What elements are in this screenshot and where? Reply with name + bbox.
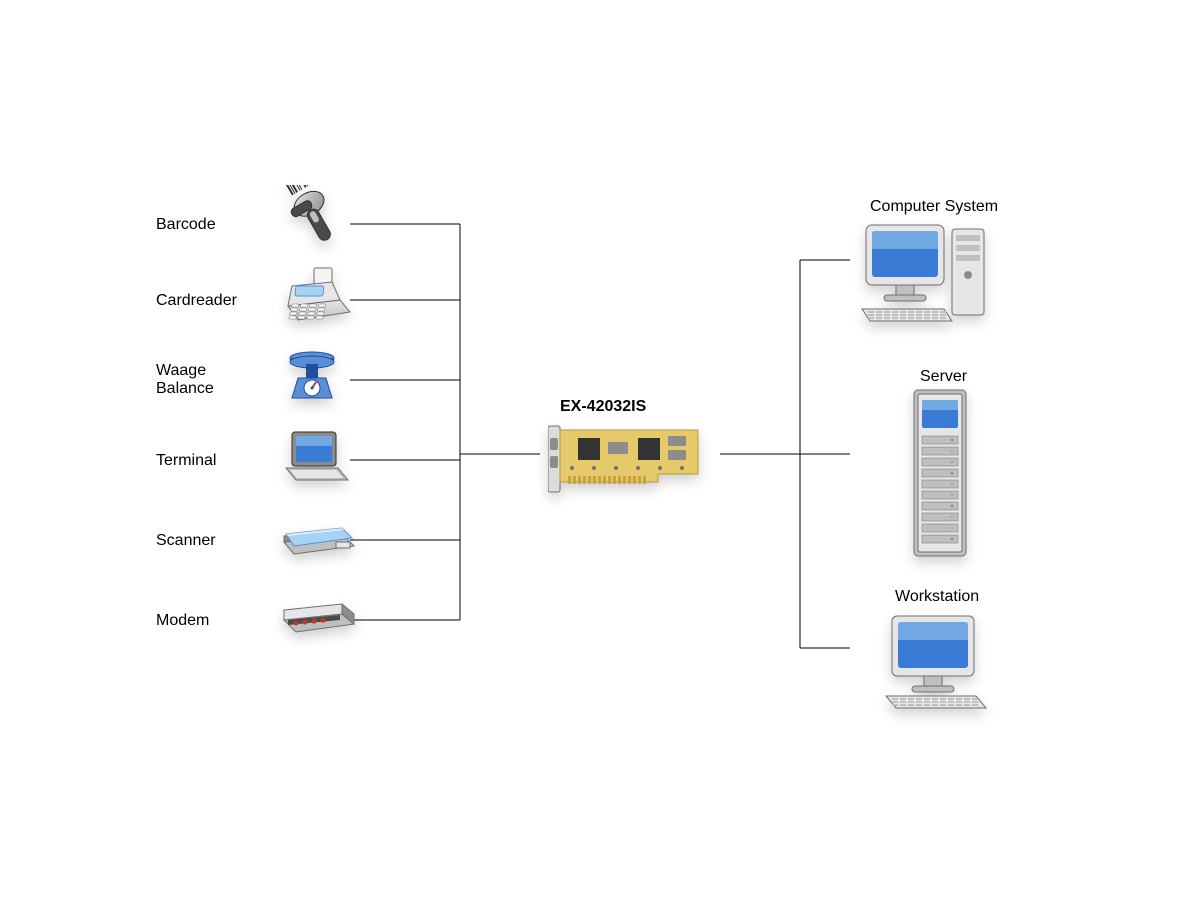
label-barcode: Barcode <box>156 216 216 234</box>
pci-card-icon <box>548 420 708 500</box>
balance-scale-icon <box>280 346 344 406</box>
cardreader-icon <box>280 266 352 326</box>
workstation-icon <box>880 610 990 710</box>
label-modem: Modem <box>156 612 209 630</box>
center-title: EX-42032IS <box>560 398 646 416</box>
label-computer: Computer System <box>870 198 998 216</box>
label-terminal: Terminal <box>156 452 216 470</box>
flatbed-scanner-icon <box>280 516 356 556</box>
label-workstation: Workstation <box>895 588 979 606</box>
server-rack-icon <box>912 388 968 558</box>
modem-icon <box>280 596 356 636</box>
label-scanner: Scanner <box>156 532 216 550</box>
label-server: Server <box>920 368 967 386</box>
terminal-icon <box>280 428 350 484</box>
barcode-scanner-icon <box>280 185 350 255</box>
label-balance: Waage Balance <box>156 362 214 398</box>
label-cardreader: Cardreader <box>156 292 237 310</box>
computer-system-icon <box>860 215 990 325</box>
